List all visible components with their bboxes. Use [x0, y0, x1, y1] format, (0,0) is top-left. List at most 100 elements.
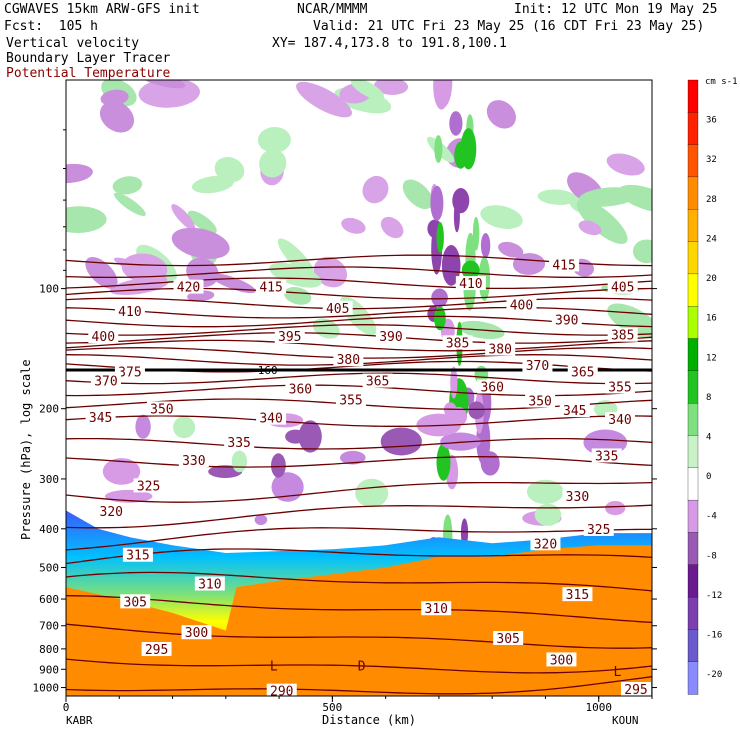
- theta-label: 395: [278, 330, 301, 345]
- theta-label-bg: [530, 536, 561, 551]
- theta-label: 330: [182, 454, 205, 469]
- theta-label-bg: [607, 279, 638, 294]
- updraft-column-cell: [460, 518, 469, 547]
- theta-label-bg: [141, 642, 172, 657]
- theta-label: 365: [571, 365, 594, 380]
- shaded-fields: [66, 80, 652, 696]
- vertical-velocity-cell: [402, 179, 433, 210]
- theta-label-bg: [525, 393, 556, 408]
- midlevel-velocity-cell: [298, 420, 322, 453]
- colorbar-swatch: [687, 176, 699, 210]
- theta-label-bg: [146, 401, 177, 416]
- theta-label-bg: [120, 594, 151, 609]
- vertical-velocity-cell: [373, 80, 409, 95]
- theta-label-bg: [362, 373, 393, 388]
- theta-label: 370: [94, 375, 117, 390]
- theta-contour-line: [66, 548, 652, 565]
- theta-label-bg: [173, 279, 204, 294]
- annotation-marker: L: [270, 659, 278, 674]
- theta-label: 290: [270, 685, 293, 700]
- colorbar: -20 -16 -12 -8 -4 0 4 8 12 16 20 24 28 32 36: [687, 79, 722, 695]
- theta-label-bg: [485, 341, 516, 356]
- theta-label-bg: [455, 276, 486, 291]
- colorbar-swatch: [687, 144, 699, 178]
- theta-label-bg: [442, 335, 473, 350]
- theta-contour-line: [66, 437, 652, 450]
- theta-label-bg: [567, 364, 598, 379]
- theta-label: 385: [611, 329, 634, 344]
- init-time: Init: 12 UTC Mon 19 May 25: [514, 2, 718, 17]
- theta-label-bg: [559, 403, 590, 418]
- y-tick-label: 100: [39, 283, 59, 296]
- theta-label-bg: [551, 312, 582, 327]
- theta-contour-line: [66, 456, 652, 468]
- x-tick-label: 500: [322, 701, 342, 714]
- colorbar-units: cm s-1: [705, 77, 738, 87]
- vertical-velocity-cell: [85, 256, 118, 289]
- colorbar-swatch: [687, 564, 699, 598]
- theta-label-bg: [85, 409, 116, 424]
- colorbar-label: 0: [706, 472, 711, 482]
- colorbar-swatch: [687, 532, 699, 566]
- theta-label: 380: [488, 343, 511, 358]
- theta-label-bg: [256, 410, 287, 425]
- vertical-velocity-cell: [486, 100, 516, 129]
- left-endpoint-label: KABR: [66, 714, 93, 727]
- theta-label: 350: [528, 395, 551, 410]
- theta-label-bg: [122, 547, 153, 562]
- theta-contour-line: [66, 527, 652, 551]
- colorbar-swatch: [687, 403, 699, 437]
- updraft-column-cell: [461, 260, 480, 280]
- theta-contour-line: [66, 324, 652, 336]
- vertical-velocity-cell: [112, 176, 143, 195]
- theta-label: 305: [496, 632, 519, 647]
- theta-label-bg: [194, 576, 225, 591]
- colorbar-swatch: [687, 435, 699, 469]
- updraft-column-cell: [460, 128, 477, 170]
- colorbar-label: 24: [706, 234, 717, 244]
- annotation-marker: D: [358, 659, 366, 674]
- theta-label: 385: [446, 336, 469, 351]
- vertical-velocity-cell: [214, 157, 245, 183]
- theta-contour-line: [66, 415, 652, 427]
- theta-label: 335: [227, 436, 250, 451]
- theta-label-bg: [133, 478, 164, 493]
- y-tick-label: 800: [39, 643, 59, 656]
- theta-label: 340: [608, 413, 631, 428]
- theta-label-bg: [607, 327, 638, 342]
- theta-label-bg: [591, 448, 622, 463]
- theta-contour-line: [66, 623, 652, 649]
- theta-label: 350: [150, 402, 173, 417]
- theta-label: 360: [289, 382, 312, 397]
- theta-label-bg: [96, 503, 127, 518]
- colorbar-swatch: [687, 596, 699, 631]
- theta-label-bg: [375, 329, 406, 344]
- theta-label: 410: [459, 277, 482, 292]
- theta-label: 415: [552, 258, 575, 273]
- colorbar-swatch: [687, 273, 699, 307]
- theta-label-bg: [114, 303, 145, 318]
- colorbar-swatch: [687, 661, 699, 695]
- theta-label-bg: [506, 297, 537, 312]
- theta-label: 335: [595, 449, 618, 464]
- vertical-velocity-cell: [66, 206, 107, 234]
- theta-label: 310: [425, 602, 448, 617]
- theta-contour-line: [66, 595, 652, 624]
- theta-contours: 160 420 415 415 410 410 405 405 400 400 395 390 390 3…: [66, 254, 652, 700]
- theta-label-bg: [549, 257, 580, 272]
- colorbar-swatch: [687, 499, 699, 534]
- theta-label-bg: [605, 412, 636, 427]
- theta-label-bg: [621, 681, 652, 696]
- theta-label: 295: [145, 643, 168, 658]
- colorbar-label: 16: [706, 314, 717, 324]
- theta-label-bg: [562, 489, 593, 504]
- midlevel-velocity-cell: [355, 478, 389, 508]
- field-potential-temperature: Potential Temperature: [6, 66, 171, 81]
- tropopause-label: 160: [258, 364, 278, 377]
- midlevel-velocity-cell: [285, 429, 306, 444]
- vertical-velocity-cell: [380, 216, 404, 239]
- updraft-column-cell: [436, 222, 444, 253]
- midlevel-velocity-cell: [173, 416, 196, 439]
- updraft-column-cell: [480, 233, 491, 258]
